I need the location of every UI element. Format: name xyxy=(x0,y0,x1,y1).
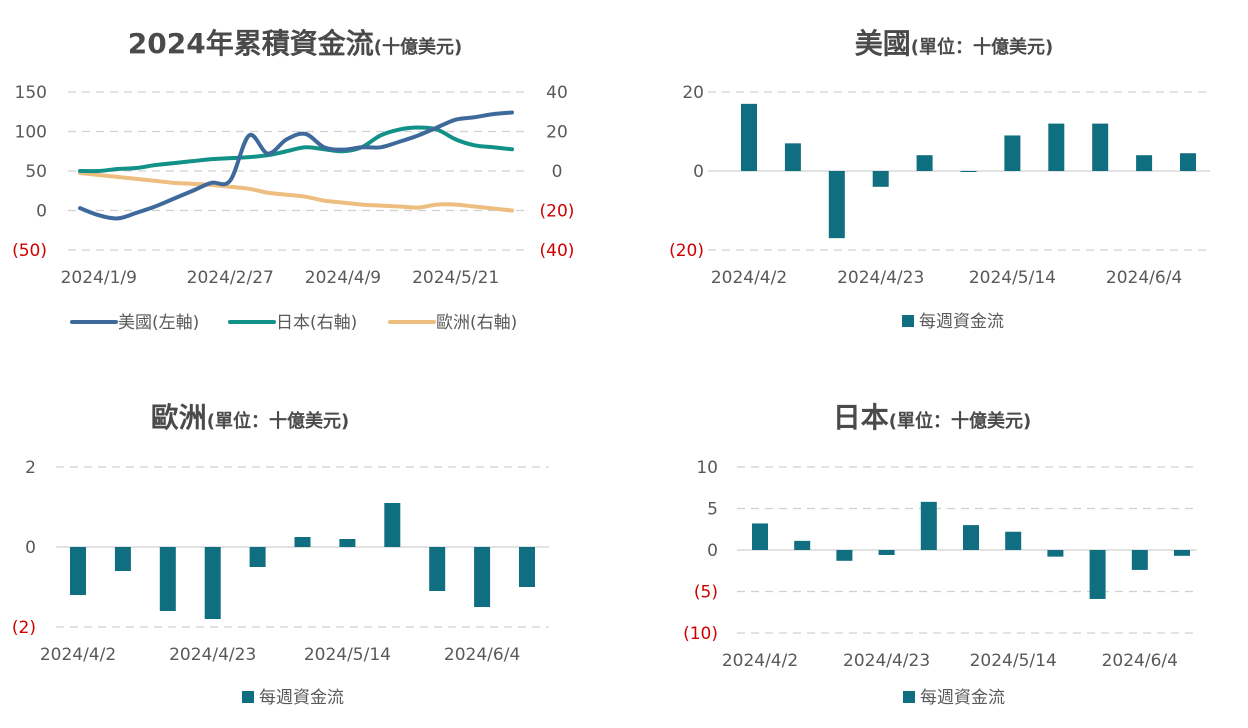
weekly-flow-bar xyxy=(1047,550,1064,557)
weekly-flow-bar xyxy=(963,525,979,550)
x-axis-tick-label: 2024/4/2 xyxy=(722,651,798,671)
weekly-flow-bar xyxy=(794,540,811,550)
weekly-flow-bar xyxy=(249,547,266,567)
jp-weekly-flow-svg: 日本(單位：十億美元) 10 5 0 (5) (10)2024/4/2 2024/4/23… xyxy=(683,401,1197,708)
eu-chart-title: 歐洲(單位：十億美元) xyxy=(151,401,349,434)
cumulative-flow-svg: 2024年累積資金流(十億美元) 150 100 50 0 (50) 40 20 0 (20) (… xyxy=(12,27,575,333)
x-axis-tick-label: 2024/5/14 xyxy=(969,268,1056,288)
legend-swatch xyxy=(902,315,914,327)
weekly-flow-bar xyxy=(474,547,491,607)
x-axis-tick-label: 2024/2/27 xyxy=(187,268,274,288)
y-axis-tick-label: (20) xyxy=(669,241,704,261)
x-axis-tick-label: 2024/6/4 xyxy=(1106,268,1182,288)
weekly-flow-bar xyxy=(960,171,977,172)
right-axis-tick-label: 40 xyxy=(546,83,568,103)
x-axis-tick-label: 2024/4/23 xyxy=(843,651,930,671)
weekly-flow-bar xyxy=(1136,155,1153,171)
y-axis-tick-label: (5) xyxy=(694,583,718,603)
x-axis-tick-label: 2024/5/14 xyxy=(304,645,391,665)
x-axis-tick-label: 2024/4/2 xyxy=(711,268,787,288)
y-axis-tick-label: 0 xyxy=(25,538,36,558)
legend-item-eu-label: 歐洲(右軸) xyxy=(436,313,517,333)
weekly-flow-bar xyxy=(1092,123,1109,171)
weekly-flow-bar xyxy=(741,103,757,171)
weekly-flow-bar xyxy=(519,547,535,587)
jp-weekly-flow-chart: 日本(單位：十億美元) 10 5 0 (5) (10) 2024/4/2 2024/4/23… xyxy=(624,364,1248,728)
weekly-flow-bar xyxy=(1131,550,1148,570)
weekly-flow-bar xyxy=(384,503,401,547)
us-weekly-flow-svg: 美國(單位：十億美元) 20 0 (20) 2024/4/2 2024/4/23 2024… xyxy=(669,27,1210,332)
y-axis-tick-label: (10) xyxy=(683,624,718,644)
left-axis-tick-label: 150 xyxy=(15,83,47,103)
weekly-flow-bar xyxy=(872,171,889,187)
x-axis-tick-label: 2024/4/23 xyxy=(169,645,256,665)
legend-label: 每週資金流 xyxy=(259,688,344,708)
y-axis-tick-label: (2) xyxy=(12,618,36,638)
y-axis-tick-label: 5 xyxy=(707,500,718,520)
x-axis-tick-label: 2024/4/2 xyxy=(40,645,116,665)
y-axis-tick-label: 2 xyxy=(25,458,36,478)
us-weekly-flow-chart: 美國(單位：十億美元) 20 0 (20) 2024/4/2 2024/4/23 2024… xyxy=(624,0,1248,364)
weekly-flow-bar xyxy=(784,143,801,171)
weekly-flow-bar xyxy=(916,155,933,171)
weekly-flow-bar xyxy=(1089,550,1106,599)
x-axis-tick-label: 2024/5/14 xyxy=(970,651,1057,671)
eu-series-line xyxy=(78,170,514,213)
legend-item-us-label: 美國(左軸) xyxy=(118,313,199,333)
right-axis-tick-label: 0 xyxy=(552,162,563,182)
left-axis-tick-label: 100 xyxy=(15,123,47,143)
us-chart-title: 美國(單位：十億美元) xyxy=(855,27,1053,60)
cumulative-chart-title: 2024年累積資金流(十億美元) xyxy=(128,27,462,60)
eu-weekly-flow-svg: 歐洲(單位：十億美元) 2 0 (2)2024/4/2 2024/4/23 2024/5… xyxy=(12,401,549,708)
right-axis-tick-label: (40) xyxy=(540,241,575,261)
x-axis-tick-label: 2024/5/21 xyxy=(412,268,499,288)
legend-label: 每週資金流 xyxy=(919,312,1004,332)
jp-series-line xyxy=(78,125,514,174)
jp-chart-title: 日本(單位：十億美元) xyxy=(833,401,1031,434)
x-axis-tick-label: 2024/4/9 xyxy=(305,268,381,288)
right-axis-tick-label: 20 xyxy=(546,123,568,143)
x-axis-tick-label: 2024/4/23 xyxy=(837,268,924,288)
y-axis-tick-label: 0 xyxy=(693,162,704,182)
legend-label: 每週資金流 xyxy=(920,688,1005,708)
weekly-flow-bar xyxy=(1004,135,1021,171)
weekly-flow-bar xyxy=(836,550,853,561)
y-axis-tick-label: 10 xyxy=(696,458,718,478)
weekly-flow-bar xyxy=(114,547,131,571)
weekly-flow-bar xyxy=(339,539,356,547)
y-axis-tick-label: 20 xyxy=(682,83,704,103)
cumulative-flow-chart: 2024年累積資金流(十億美元) 150 100 50 0 (50) 40 20 0 (20) (… xyxy=(0,0,624,364)
left-axis-tick-label: 0 xyxy=(36,202,47,222)
us-series-line xyxy=(78,110,514,221)
weekly-flow-bar xyxy=(159,547,176,611)
left-axis-tick-label: (50) xyxy=(12,241,47,261)
x-axis-tick-label: 2024/6/4 xyxy=(444,645,520,665)
weekly-flow-bar xyxy=(828,171,845,239)
weekly-flow-bar xyxy=(204,547,221,619)
legend-swatch xyxy=(242,691,254,703)
x-axis-tick-label: 2024/6/4 xyxy=(1102,651,1178,671)
eu-weekly-flow-chart: 歐洲(單位：十億美元) 2 0 (2) 2024/4/2 2024/4/23 2024/5… xyxy=(0,364,624,728)
weekly-flow-bar xyxy=(294,537,311,547)
weekly-flow-bar xyxy=(1005,531,1022,550)
weekly-flow-bar xyxy=(429,547,446,591)
weekly-flow-bar xyxy=(1048,123,1065,171)
x-axis-tick-label: 2024/1/9 xyxy=(61,268,137,288)
weekly-flow-bar xyxy=(878,550,895,555)
weekly-flow-bar xyxy=(1174,550,1190,556)
weekly-flow-bar xyxy=(752,523,768,550)
weekly-flow-bar xyxy=(1180,153,1196,171)
y-axis-tick-label: 0 xyxy=(707,541,718,561)
legend-item-jp-label: 日本(右軸) xyxy=(276,313,357,333)
weekly-flow-bar xyxy=(70,547,86,595)
left-axis-tick-label: 50 xyxy=(25,162,47,182)
legend-swatch xyxy=(903,691,915,703)
right-axis-tick-label: (20) xyxy=(540,202,575,222)
weekly-flow-bar xyxy=(920,501,937,550)
